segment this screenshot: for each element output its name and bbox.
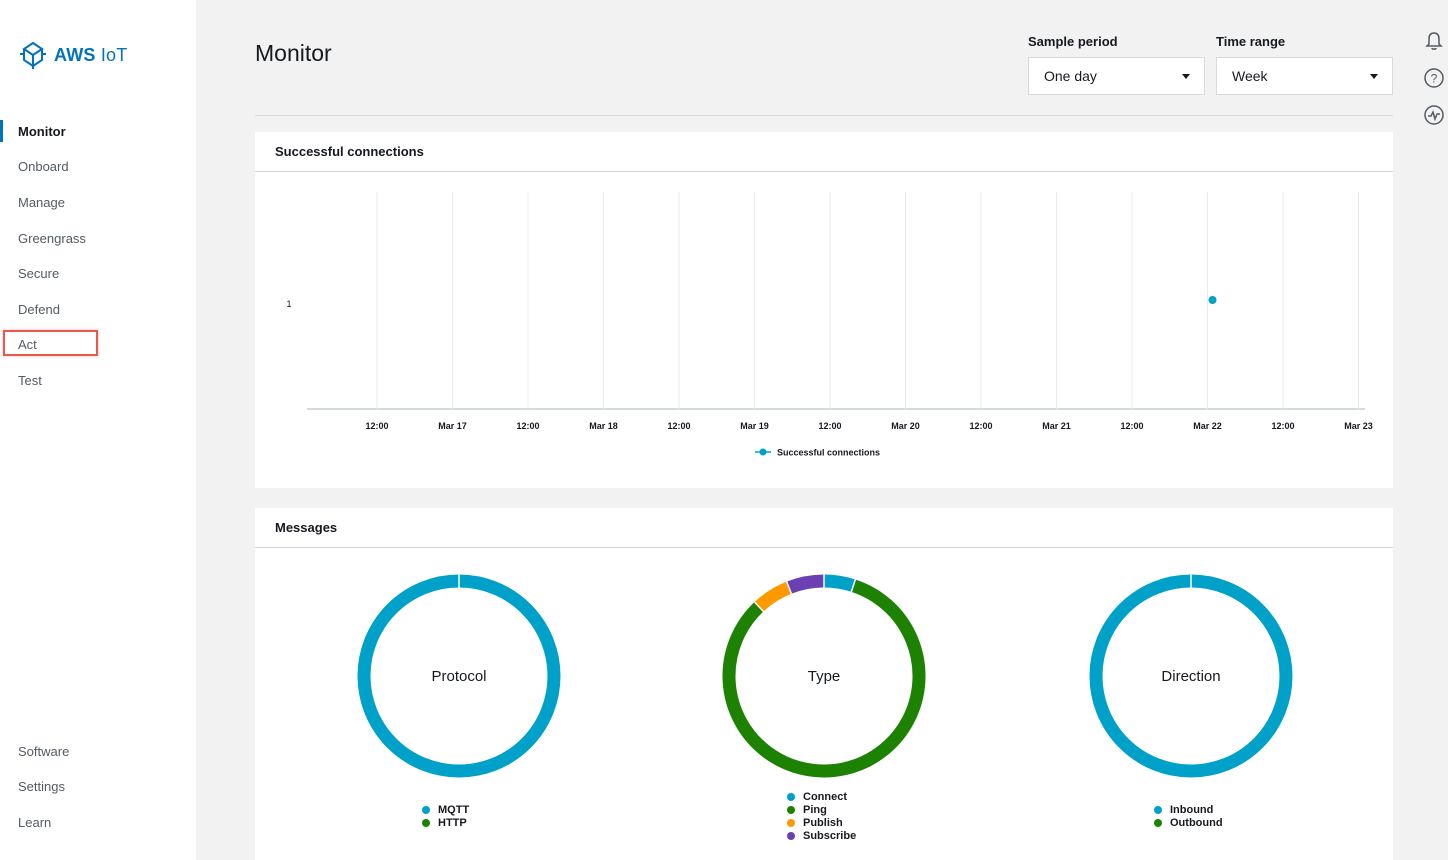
slice-separator	[785, 581, 793, 594]
header-divider	[255, 115, 1393, 116]
data-point[interactable]	[1208, 296, 1217, 304]
x-tick-label: 12:00	[1271, 421, 1294, 431]
legend-item: Inbound	[1154, 804, 1213, 816]
x-tick-label: 12:00	[818, 421, 841, 431]
sidebar-item-act[interactable]: Act	[18, 337, 37, 352]
page-title: Monitor	[255, 40, 332, 66]
act-highlight-box	[3, 330, 98, 356]
sidebar-item-monitor[interactable]: Monitor	[18, 124, 66, 139]
legend-dot	[787, 832, 795, 840]
y-tick-label: 1	[286, 299, 291, 309]
legend-item: Subscribe	[787, 830, 856, 842]
x-tick-label: Mar 20	[891, 421, 920, 431]
bell-icon[interactable]	[1423, 30, 1445, 52]
sample-period-select[interactable]: One day	[1028, 57, 1205, 95]
sidebar: AWS IoT Monitor Onboard Manage Greengras…	[0, 0, 196, 860]
x-tick-label: 12:00	[969, 421, 992, 431]
sidebar-item-software[interactable]: Software	[18, 744, 70, 759]
time-range-label: Time range	[1216, 34, 1286, 49]
sample-period-label: Sample period	[1028, 34, 1118, 49]
donut-slice[interactable]	[823, 574, 856, 592]
legend-item: Connect	[787, 791, 847, 803]
x-tick-label: Mar 21	[1042, 421, 1071, 431]
legend-label: Outbound	[1170, 817, 1223, 829]
iot-logo-icon	[20, 41, 46, 69]
time-range-select[interactable]: Week	[1216, 57, 1393, 95]
legend-label: Ping	[803, 804, 827, 816]
donut-title: Type	[808, 668, 841, 685]
activity-icon[interactable]	[1423, 104, 1445, 126]
sidebar-item-settings[interactable]: Settings	[18, 779, 65, 794]
sidebar-item-onboard[interactable]: Onboard	[18, 159, 69, 174]
logo-brand: AWS	[54, 44, 96, 65]
x-tick-label: 12:00	[365, 421, 388, 431]
legend-dot	[787, 793, 795, 801]
sample-period-value: One day	[1044, 68, 1097, 84]
legend-item: HTTP	[422, 817, 467, 829]
donut-slice[interactable]	[754, 581, 792, 612]
donut-slice[interactable]	[786, 574, 825, 594]
legend-item: MQTT	[422, 804, 469, 816]
legend-dot	[422, 806, 430, 814]
sidebar-item-manage[interactable]: Manage	[18, 195, 65, 210]
legend-dot	[787, 819, 795, 827]
legend-marker	[759, 448, 767, 456]
donut-title: Protocol	[431, 668, 486, 685]
svg-text:?: ?	[1431, 72, 1438, 86]
x-tick-label: Mar 22	[1193, 421, 1222, 431]
legend-label: HTTP	[438, 817, 467, 829]
legend-dot	[1154, 806, 1162, 814]
legend-label: MQTT	[438, 804, 470, 816]
x-tick-label: Mar 19	[740, 421, 769, 431]
connections-chart: 1 12:00 Mar 17 12:00 Mar 18 12:00 Mar 19 12:00 M…	[286, 192, 1373, 458]
legend-item: Ping	[787, 804, 827, 816]
slice-separator	[850, 579, 857, 593]
x-tick-label: 12:00	[1120, 421, 1143, 431]
slice-separator	[753, 601, 764, 612]
legend-label: Publish	[803, 817, 843, 829]
messages-panel-title: Messages	[255, 508, 1393, 548]
messages-panel: Messages Protocol Type Direction MQTT HTTP C…	[255, 508, 1393, 860]
x-tick-label: Mar 23	[1344, 421, 1373, 431]
x-tick-label: Mar 18	[589, 421, 618, 431]
logo-product: IoT	[100, 44, 128, 65]
legend-dot	[1154, 819, 1162, 827]
legend-item: Outbound	[1154, 817, 1223, 829]
legend-dot	[422, 819, 430, 827]
connections-panel-title: Successful connections	[255, 132, 1393, 172]
x-tick-label: 12:00	[667, 421, 690, 431]
legend-label: Successful connections	[777, 448, 880, 458]
sidebar-item-greengrass[interactable]: Greengrass	[18, 231, 86, 246]
help-icon[interactable]: ?	[1423, 67, 1445, 89]
sidebar-item-test[interactable]: Test	[18, 373, 42, 388]
sidebar-item-learn[interactable]: Learn	[18, 815, 52, 830]
legend-dot	[787, 806, 795, 814]
donut-slice[interactable]	[722, 579, 926, 778]
chevron-down-icon	[1182, 74, 1190, 79]
donut-title: Direction	[1161, 668, 1220, 685]
legend-label: Connect	[803, 791, 847, 803]
sidebar-item-defend[interactable]: Defend	[18, 302, 60, 317]
chevron-down-icon	[1370, 74, 1378, 79]
x-tick-label: 12:00	[516, 421, 539, 431]
legend-label: Inbound	[1170, 804, 1214, 816]
x-tick-label: Mar 17	[438, 421, 467, 431]
legend-label: Subscribe	[803, 830, 857, 842]
connections-panel: Successful connections 1 12:00 Mar 17 12:00…	[255, 132, 1393, 488]
messages-donut-charts: Protocol Type Direction	[357, 574, 1293, 778]
active-indicator	[0, 120, 3, 142]
sidebar-item-secure[interactable]: Secure	[18, 266, 60, 281]
aws-iot-logo[interactable]: AWS IoT	[18, 40, 127, 70]
time-range-value: Week	[1232, 68, 1268, 84]
legend-item: Publish	[787, 817, 843, 829]
